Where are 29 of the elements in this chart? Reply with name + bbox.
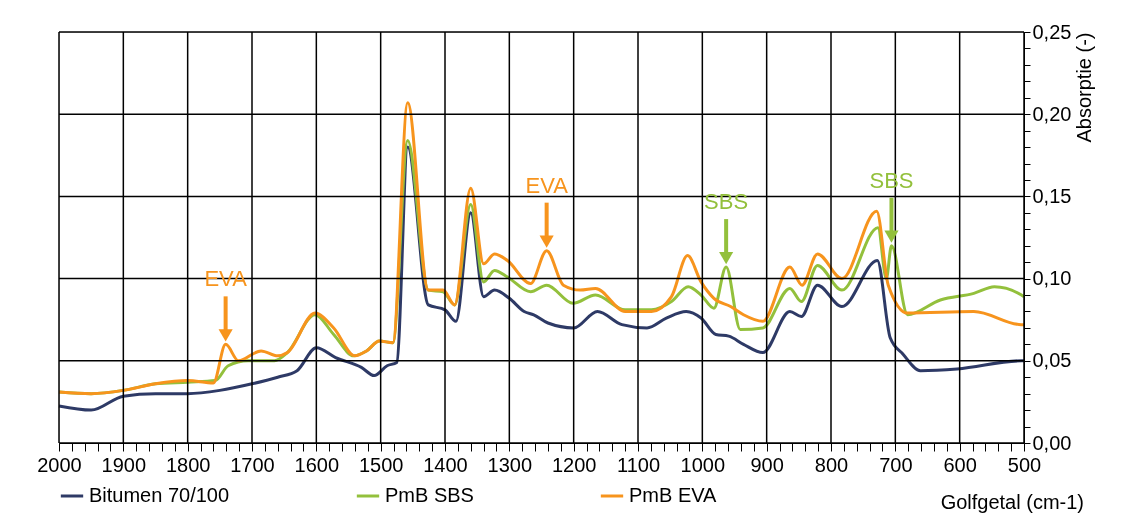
x-tick-label: 1700: [230, 453, 275, 476]
x-tick-label: 1000: [680, 453, 726, 476]
x-tick-label: 700: [879, 453, 913, 476]
x-tick-label: 500: [1007, 453, 1042, 476]
y-tick-label: 0,05: [1032, 349, 1072, 372]
x-tick-label: 1400: [423, 453, 468, 476]
legend-label: PmB SBS: [385, 484, 474, 506]
x-tick-label: 600: [943, 453, 977, 476]
annotation: SBS: [704, 189, 749, 215]
y-tick-label: 0,20: [1032, 102, 1072, 125]
y-tick-label: 0,00: [1032, 431, 1072, 454]
y-tick-label: 0,25: [1032, 20, 1072, 43]
x-tick-label: 1500: [358, 453, 404, 476]
x-tick-label: 1600: [294, 453, 340, 476]
x-tick-label: 1100: [616, 453, 661, 476]
annotation: EVA: [525, 172, 569, 198]
legend-label: Bitumen 70/100: [89, 484, 230, 506]
y-tick-label: 0,15: [1032, 184, 1072, 207]
y-axis-title: Absorptie (-): [1073, 32, 1096, 143]
x-tick-label: 1200: [551, 453, 597, 476]
x-tick-label: 1900: [101, 453, 147, 476]
x-axis-title: Golfgetal (cm-1): [940, 491, 1084, 513]
y-tick-label: 0,10: [1032, 267, 1072, 290]
x-tick-label: 1300: [487, 453, 533, 476]
x-tick-label: 900: [750, 453, 784, 476]
x-tick-label: 1800: [165, 453, 211, 476]
x-tick-label: 2000: [37, 453, 82, 476]
legend-label: PmB EVA: [629, 484, 718, 506]
x-tick-label: 800: [814, 453, 849, 476]
